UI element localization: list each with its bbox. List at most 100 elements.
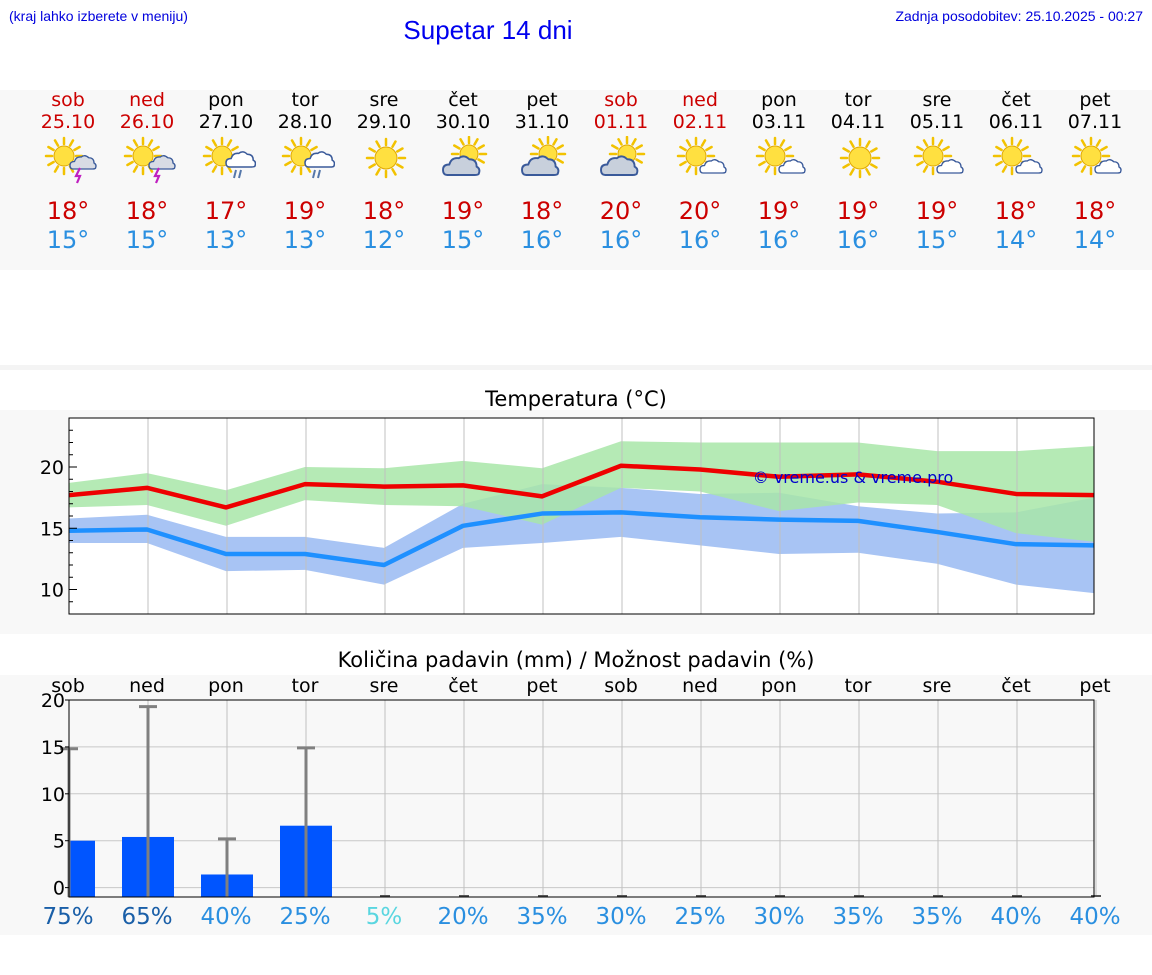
- sun-cloud-rain-icon: [281, 136, 335, 179]
- min-temp-range-band: [69, 484, 1094, 594]
- min-temp: 15°: [125, 226, 169, 254]
- min-temp: 13°: [283, 226, 327, 254]
- y-tick-label: 10: [41, 784, 65, 806]
- precip-probability: 40%: [200, 904, 252, 930]
- precip-probability: 30%: [753, 904, 805, 930]
- cloud-sun-icon: [521, 136, 567, 176]
- sun-icon: [839, 137, 881, 179]
- day-name: čet: [1001, 89, 1031, 111]
- min-temp: 14°: [1073, 226, 1117, 254]
- sun-icon: [365, 137, 407, 179]
- day-date: 26.10: [119, 111, 175, 133]
- sun-small-cloud-icon: [913, 136, 964, 176]
- day-name: tor: [291, 89, 319, 111]
- max-temp: 18°: [994, 197, 1038, 225]
- y-tick-label: 0: [53, 878, 65, 900]
- y-tick-label: 10: [40, 580, 64, 602]
- day-date: 05.11: [909, 111, 965, 133]
- max-temp-line: [69, 463, 1094, 510]
- precip-probability: 65%: [121, 904, 173, 930]
- temperature-chart: © vreme.us & vreme.pro 10 15 20: [40, 417, 1095, 615]
- y-tick-label: 5: [53, 831, 65, 853]
- page-title: Supetar 14 dni: [403, 15, 573, 45]
- day-date: 31.10: [514, 111, 570, 133]
- min-temp: 16°: [599, 226, 643, 254]
- max-temp: 17°: [204, 197, 248, 225]
- location-note[interactable]: (kraj lahko izberete v meniju): [9, 8, 188, 24]
- day-date: 07.11: [1067, 111, 1123, 133]
- max-temp: 19°: [757, 197, 801, 225]
- temperature-chart-title: Temperatura (°C): [485, 387, 667, 411]
- day-name: pon: [761, 89, 797, 111]
- precip-probability: 40%: [1069, 904, 1121, 930]
- precip-day-label: ned: [682, 675, 718, 697]
- max-temp: 19°: [441, 197, 485, 225]
- y-tick-label: 20: [40, 457, 64, 479]
- precip-probability: 40%: [990, 904, 1042, 930]
- min-temp: 14°: [994, 226, 1038, 254]
- precip-probability: 25%: [279, 904, 331, 930]
- sun-cloud-storm-icon: [44, 136, 97, 184]
- day-name: pet: [526, 89, 558, 111]
- plot-frame: [68, 699, 1095, 898]
- day-name: ned: [129, 89, 165, 111]
- max-temp: 18°: [520, 197, 564, 225]
- min-temp: 16°: [836, 226, 880, 254]
- precip-probability: 75%: [42, 904, 94, 930]
- day-date: 30.10: [435, 111, 491, 133]
- plot-area: [69, 700, 1094, 897]
- precip-probability: 5%: [365, 904, 403, 930]
- cloud-sun-icon: [600, 136, 646, 176]
- precip-probability: 20%: [437, 904, 489, 930]
- day-date: 03.11: [751, 111, 807, 133]
- day-name: pon: [208, 89, 244, 111]
- day-date: 29.10: [356, 111, 412, 133]
- min-temp: 16°: [520, 226, 564, 254]
- day-date: 27.10: [198, 111, 254, 133]
- precip-day-label: sre: [922, 675, 952, 697]
- precip-day-label: tor: [844, 675, 872, 697]
- precip-probability: 35%: [832, 904, 884, 930]
- min-temp: 16°: [757, 226, 801, 254]
- max-temp: 18°: [125, 197, 169, 225]
- max-temp: 20°: [678, 197, 722, 225]
- precip-day-label: čet: [448, 675, 478, 697]
- day-name: sre: [369, 89, 399, 111]
- sun-cloud-storm-icon: [123, 136, 176, 184]
- sun-small-cloud-icon: [1071, 136, 1122, 176]
- precip-day-label: ned: [129, 675, 165, 697]
- day-date: 04.11: [830, 111, 886, 133]
- max-temp-range-band: [69, 441, 1094, 542]
- daily-forecast-panel: [0, 90, 1152, 270]
- precip-day-label: sre: [369, 675, 399, 697]
- day-name: ned: [682, 89, 718, 111]
- day-name: sob: [604, 89, 638, 111]
- max-temp: 18°: [1073, 197, 1117, 225]
- min-temp: 15°: [441, 226, 485, 254]
- min-temp: 12°: [362, 226, 406, 254]
- min-temp-line: [69, 510, 1094, 568]
- precip-day-label: tor: [291, 675, 319, 697]
- max-temp: 18°: [46, 197, 90, 225]
- precip-day-label: pet: [1079, 675, 1111, 697]
- last-update: Zadnja posodobitev: 25.10.2025 - 00:27: [895, 8, 1143, 24]
- min-temp: 16°: [678, 226, 722, 254]
- precip-day-label: pet: [526, 675, 558, 697]
- sun-small-cloud-icon: [676, 136, 727, 176]
- min-temp: 15°: [46, 226, 90, 254]
- day-name: sob: [51, 89, 85, 111]
- day-date: 28.10: [277, 111, 333, 133]
- precip-probability: 35%: [516, 904, 568, 930]
- cloud-sun-icon: [442, 136, 488, 176]
- divider: [0, 365, 1152, 370]
- max-temp: 20°: [599, 197, 643, 225]
- precip-day-label: čet: [1001, 675, 1031, 697]
- precip-probability: 25%: [674, 904, 726, 930]
- day-date: 01.11: [593, 111, 649, 133]
- day-name: čet: [448, 89, 478, 111]
- y-tick-label: 20: [41, 690, 65, 712]
- day-name: pet: [1079, 89, 1111, 111]
- max-temp: 19°: [915, 197, 959, 225]
- precipitation-chart-title: Količina padavin (mm) / Možnost padavin …: [337, 648, 815, 672]
- day-name: tor: [844, 89, 872, 111]
